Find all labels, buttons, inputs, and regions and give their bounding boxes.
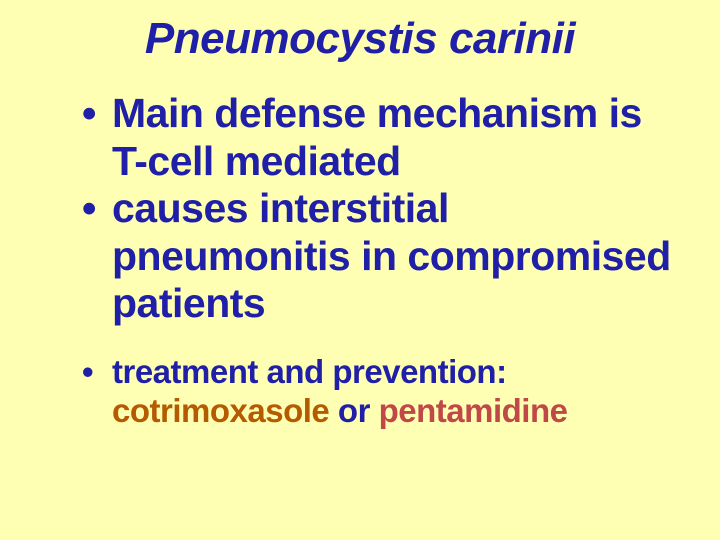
bullet-item-2: •causes interstitial pneumonitis in comp…: [40, 185, 680, 328]
bullet-item-3: •treatment and prevention: cotrimoxasole…: [40, 352, 680, 431]
bullet-text-3-prefix: treatment and prevention:: [112, 353, 507, 390]
highlight-pentamidine: pentamidine: [379, 392, 568, 429]
bullet-text-2: causes interstitial pneumonitis in compr…: [112, 185, 671, 326]
bullet-text-3-join: or: [329, 392, 378, 429]
bullet-text-1: Main defense mechanism is T-cell mediate…: [112, 90, 642, 184]
bullet-dot-icon: •: [82, 185, 112, 233]
bullet-item-1: •Main defense mechanism is T-cell mediat…: [40, 90, 680, 185]
slide-title: Pneumocystis carinii: [40, 14, 680, 64]
bullet-dot-icon: •: [82, 352, 112, 392]
bullet-dot-icon: •: [82, 90, 112, 138]
highlight-cotrimoxasole: cotrimoxasole: [112, 392, 329, 429]
